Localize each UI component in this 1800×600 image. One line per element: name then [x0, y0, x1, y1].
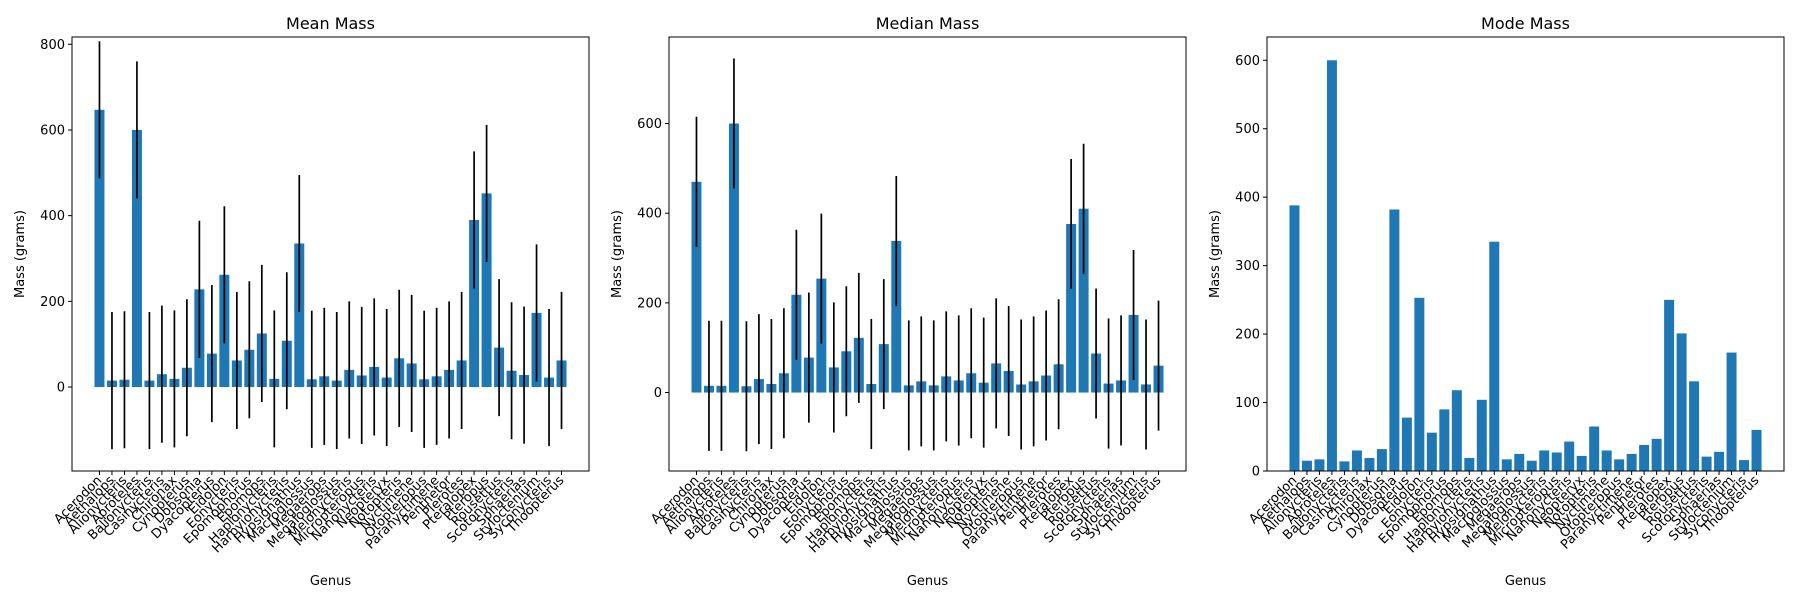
bar [1601, 450, 1612, 471]
bar [94, 109, 105, 388]
y-tick-label: 400 [637, 207, 662, 222]
bar [1726, 352, 1737, 471]
y-tick-label: 0 [57, 381, 65, 396]
bar [1651, 438, 1662, 471]
bar [1326, 60, 1337, 472]
x-axis-label: Genus [310, 574, 352, 589]
bar [1078, 208, 1089, 393]
chart-title: Mean Mass [286, 14, 375, 33]
bar [1426, 432, 1437, 471]
bar [1401, 417, 1412, 471]
bar [481, 193, 492, 388]
bar [1639, 444, 1650, 471]
bar [1626, 453, 1637, 471]
bar [1689, 381, 1700, 471]
y-tick-label: 600 [40, 123, 65, 138]
bar [1526, 460, 1537, 471]
bar [294, 243, 305, 388]
y-axis-label: Mass (grams) [13, 210, 28, 298]
bar [891, 240, 902, 393]
y-tick-label: 200 [637, 296, 662, 311]
bar [1376, 449, 1387, 471]
y-axis-label: Mass (grams) [1208, 210, 1223, 298]
bar [1701, 456, 1712, 471]
bar [1539, 450, 1550, 471]
y-tick-label: 100 [1235, 396, 1260, 411]
bar [691, 181, 702, 393]
y-tick-label: 500 [1235, 122, 1260, 137]
bar [1551, 452, 1562, 471]
y-tick-label: 800 [40, 38, 65, 53]
y-tick-label: 600 [637, 117, 662, 132]
subplot: Mean Mass0200400600800AcerodonAethalopsA… [13, 14, 590, 589]
bar [1739, 460, 1750, 471]
y-tick-label: 0 [1252, 465, 1260, 480]
bar [1614, 459, 1625, 471]
bar [1364, 457, 1375, 471]
bar [1489, 241, 1500, 471]
bar [1751, 429, 1762, 471]
bar [1339, 461, 1350, 471]
bar [1476, 399, 1487, 471]
plot-frame [1266, 36, 1785, 472]
y-tick-label: 200 [1235, 328, 1260, 343]
x-axis-label: Genus [907, 574, 949, 589]
bar [1351, 450, 1362, 471]
bar [1439, 409, 1450, 471]
y-axis-label: Mass (grams) [610, 210, 625, 298]
bar [1451, 390, 1462, 471]
y-tick-label: 400 [40, 209, 65, 224]
x-axis-label: Genus [1505, 574, 1547, 589]
plot-frame [71, 36, 590, 472]
chart-title: Mode Mass [1481, 14, 1570, 33]
bar [131, 129, 142, 388]
bar [1414, 297, 1425, 471]
y-tick-label: 200 [40, 295, 65, 310]
bar [1301, 460, 1312, 471]
y-tick-label: 400 [1235, 191, 1260, 206]
bar [1676, 333, 1687, 471]
bar [1501, 459, 1512, 471]
bar [1289, 205, 1300, 472]
chart-title: Median Mass [876, 14, 980, 33]
bar [469, 219, 480, 388]
bar [1389, 209, 1400, 471]
bar [1576, 455, 1587, 471]
bar [1664, 299, 1675, 471]
bar [728, 123, 739, 393]
bar [1714, 451, 1725, 471]
y-tick-label: 0 [654, 386, 662, 401]
subplot: Median Mass0200400600AcerodonAethalopsAl… [610, 14, 1187, 589]
bar [1464, 457, 1475, 471]
bar [1589, 426, 1600, 471]
bar [1564, 441, 1575, 471]
bar [1514, 453, 1525, 471]
y-tick-label: 300 [1235, 259, 1260, 274]
y-tick-label: 600 [1235, 54, 1260, 69]
plot-frame [668, 36, 1187, 472]
bar [1314, 459, 1325, 471]
subplot: Mode Mass0100200300400500600AcerodonAeth… [1208, 14, 1785, 589]
bar [1066, 223, 1077, 393]
